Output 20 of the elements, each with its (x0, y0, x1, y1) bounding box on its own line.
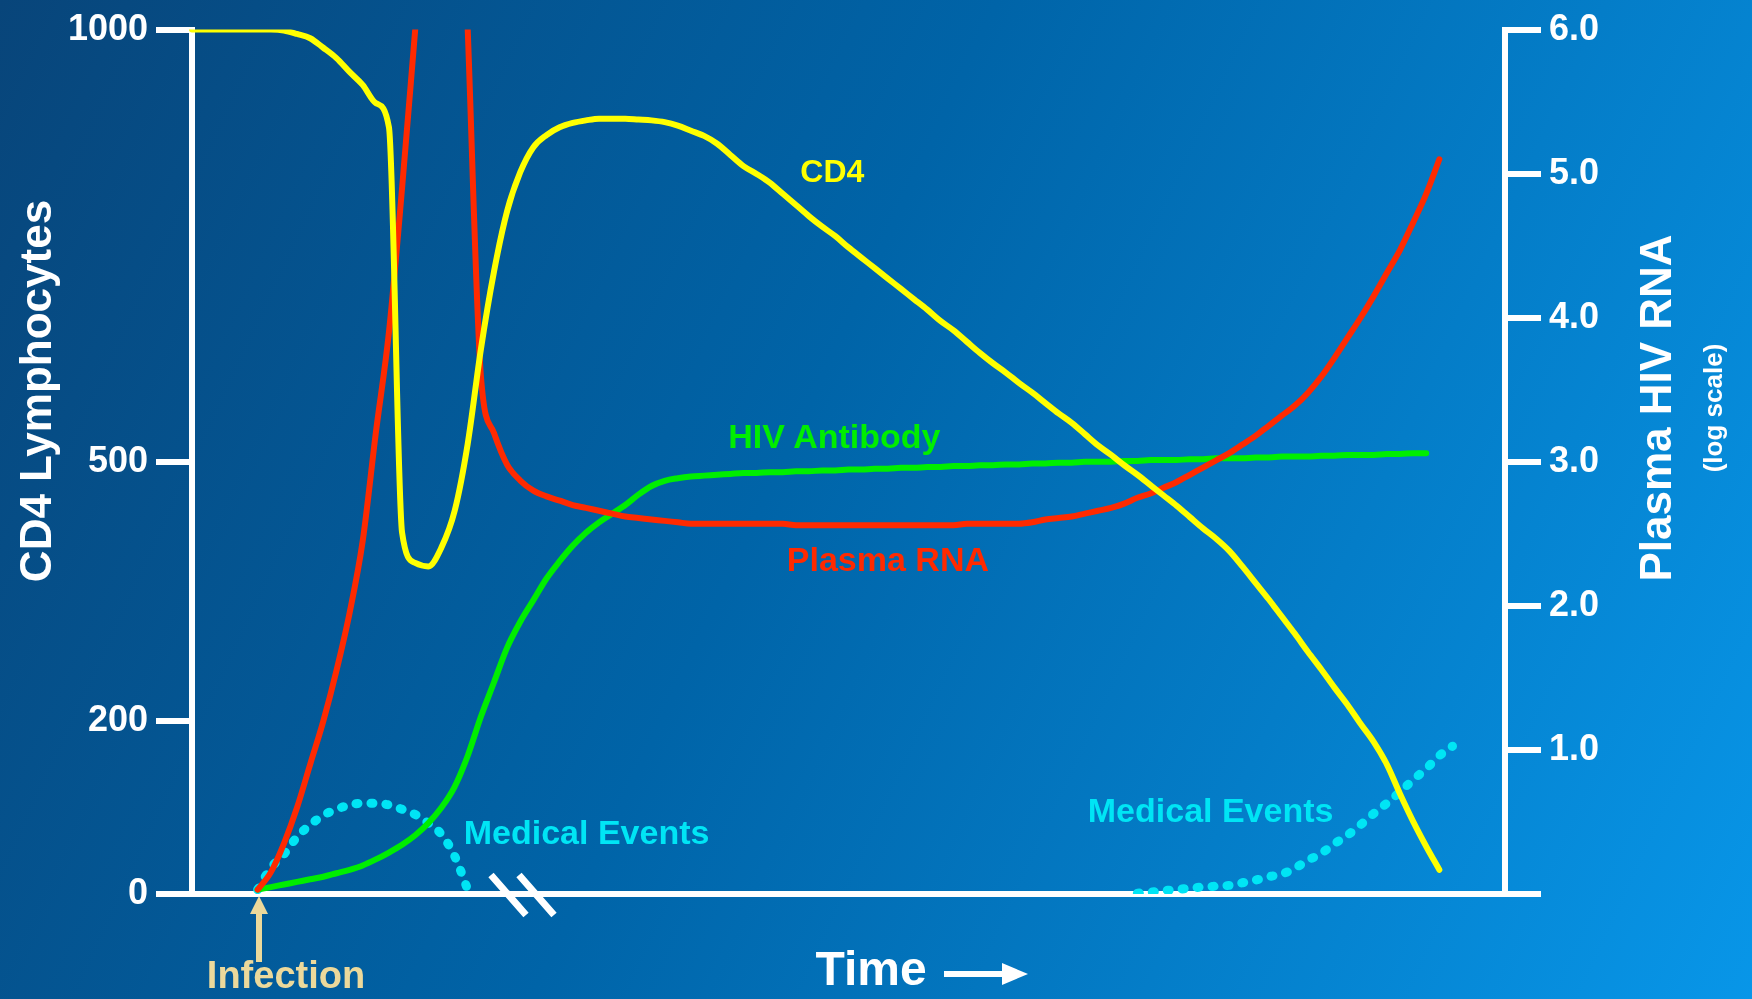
series-label: CD4 (800, 153, 865, 190)
y-axis-title: CD4 Lymphocytes (11, 199, 61, 583)
y2-tick-label: 5.0 (1549, 150, 1600, 192)
y-tick-label: 1000 (67, 6, 148, 48)
y2-tick-label: 3.0 (1549, 438, 1600, 480)
series-label: Medical Events (1087, 790, 1334, 829)
series-label: Medical Events (463, 813, 710, 852)
y2-tick-label: 2.0 (1549, 582, 1600, 624)
series-label: HIV Antibody (728, 416, 941, 455)
text: (log scale) (1698, 343, 1729, 473)
y2-tick-label: 1.0 (1549, 726, 1600, 768)
y2-tick-label: 6.0 (1549, 6, 1600, 48)
y2-tick-label: 4.0 (1549, 294, 1600, 336)
y-tick-label: 0 (127, 870, 148, 912)
series-label: Plasma RNA (786, 539, 989, 578)
y-tick-label: 200 (87, 698, 148, 740)
y-tick-label: 500 (87, 438, 148, 480)
text: Infection (206, 954, 366, 997)
y2-axis-title: Plasma HIV RNA (1631, 234, 1681, 582)
x-axis-title: Time (815, 942, 927, 996)
